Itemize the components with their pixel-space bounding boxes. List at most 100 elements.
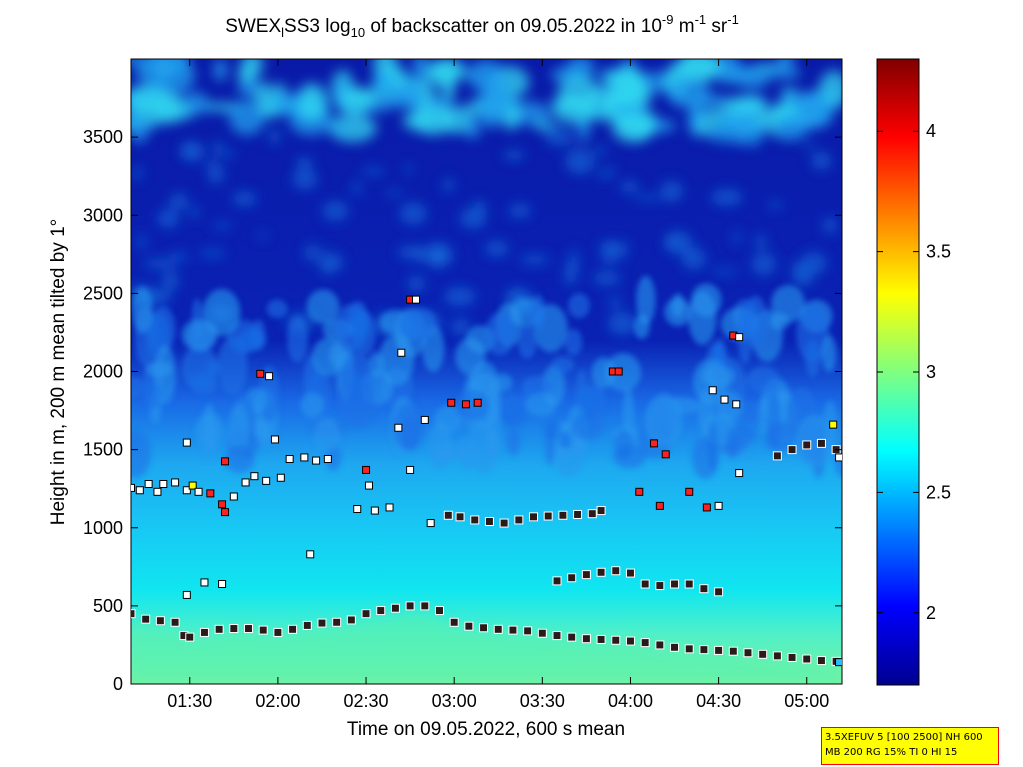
settings-info-box: 3.5XEFUV 5 [100 2500] NH 600 MB 200 RG 1… [821, 727, 999, 765]
scatter-marker [397, 348, 406, 357]
layer-marker [640, 638, 650, 648]
y-tick-label: 3000 [83, 205, 123, 225]
scatter-marker [182, 590, 191, 599]
scatter-marker [221, 508, 230, 517]
scatter-marker [182, 438, 191, 447]
layer-marker [514, 515, 524, 525]
layer-marker [376, 606, 386, 616]
x-axis: 01:30 02:00 02:30 03:00 03:30 04:00 04:30 05:00 [167, 59, 829, 711]
layer-marker [470, 515, 480, 525]
layer-marker [258, 625, 268, 635]
scatter-marker [300, 453, 309, 462]
layer-marker [640, 579, 650, 589]
scatter-marker [655, 501, 664, 510]
scatter-marker [708, 386, 717, 395]
scatter-marker [735, 333, 744, 342]
colorbar-tick-label: 2.5 [926, 482, 951, 502]
layer-marker [288, 624, 298, 634]
scatter-marker [276, 473, 285, 482]
heatmap-field [131, 59, 842, 684]
layer-marker [670, 642, 680, 652]
layer-marker [543, 511, 553, 521]
layer-marker [443, 510, 453, 520]
layer-marker [529, 512, 539, 522]
marker-layer [131, 295, 842, 667]
x-tick-label: 04:30 [696, 691, 741, 711]
scatter-marker [411, 295, 420, 304]
y-tick-label: 3500 [83, 127, 123, 147]
scatter-marker [732, 400, 741, 409]
layer-marker [728, 646, 738, 656]
layer-marker [655, 581, 665, 591]
info-line-2: MB 200 RG 15% TI 0 HI 15 [825, 747, 958, 758]
layer-marker [684, 579, 694, 589]
layer-marker [699, 584, 709, 594]
layer-marker [499, 518, 509, 528]
scatter-marker [353, 505, 362, 513]
x-tick-label: 01:30 [167, 691, 212, 711]
scatter-marker [720, 395, 729, 404]
scatter-marker [171, 478, 180, 487]
layer-marker [787, 652, 797, 662]
layer-marker [332, 617, 342, 627]
layer-marker [699, 645, 709, 655]
y-axis: 0 500 1000 1500 2000 2500 3000 3500 [83, 127, 842, 694]
y-tick-label: 2500 [83, 283, 123, 303]
scatter-marker [406, 465, 415, 474]
scatter-marker [614, 367, 623, 376]
scatter-marker [447, 398, 456, 407]
layer-marker [611, 635, 621, 645]
info-line-1: 3.5XEFUV 5 [100 2500] NH 600 [825, 732, 983, 743]
layer-marker [244, 624, 254, 634]
scatter-marker [420, 415, 429, 424]
scatter-marker [735, 469, 744, 478]
scatter-marker [241, 478, 250, 487]
layer-marker [434, 606, 444, 616]
scatter-marker [218, 500, 227, 509]
scatter-marker [702, 503, 711, 512]
scatter-marker [306, 550, 315, 559]
scatter-marker [144, 480, 153, 488]
layer-marker [581, 570, 591, 580]
scatter-marker [153, 487, 162, 496]
scatter-marker [364, 481, 373, 490]
x-tick-label: 02:00 [255, 691, 300, 711]
scatter-marker [829, 420, 838, 429]
scatter-marker [362, 465, 371, 474]
chart-title: SWEXlSS3 log10 of backscatter on 09.05.2… [225, 12, 739, 40]
layer-marker [558, 510, 568, 520]
scatter-marker [135, 486, 144, 495]
layer-marker [573, 509, 583, 519]
scatter-marker [250, 472, 259, 481]
colorbar-tick-label: 4 [926, 121, 936, 141]
scatter-marker [262, 476, 271, 485]
layer-marker [317, 618, 327, 628]
layer-marker [802, 440, 812, 450]
layer-marker [420, 601, 430, 611]
scatter-marker [323, 455, 332, 463]
layer-marker [581, 634, 591, 644]
layer-marker [772, 451, 782, 461]
scatter-marker [270, 435, 279, 444]
x-tick-label: 04:00 [608, 691, 653, 711]
layer-marker [552, 631, 562, 641]
x-tick-label: 02:30 [344, 691, 389, 711]
layer-marker [596, 506, 606, 516]
scatter-marker [473, 398, 482, 407]
scatter-marker [685, 487, 694, 496]
layer-marker [302, 620, 312, 630]
layer-marker [455, 512, 465, 522]
scatter-marker [835, 658, 842, 667]
layer-marker [170, 617, 180, 627]
layer-marker [625, 568, 635, 578]
layer-marker [787, 445, 797, 455]
colorbar-tick-label: 2 [926, 603, 936, 623]
layer-marker [611, 566, 621, 576]
layer-marker [758, 649, 768, 659]
layer-marker [361, 609, 371, 619]
colorbar: 2 2.5 3 3.5 4 [876, 58, 951, 686]
layer-marker [229, 624, 239, 634]
layer-marker [131, 609, 136, 619]
scatter-marker [714, 501, 723, 510]
